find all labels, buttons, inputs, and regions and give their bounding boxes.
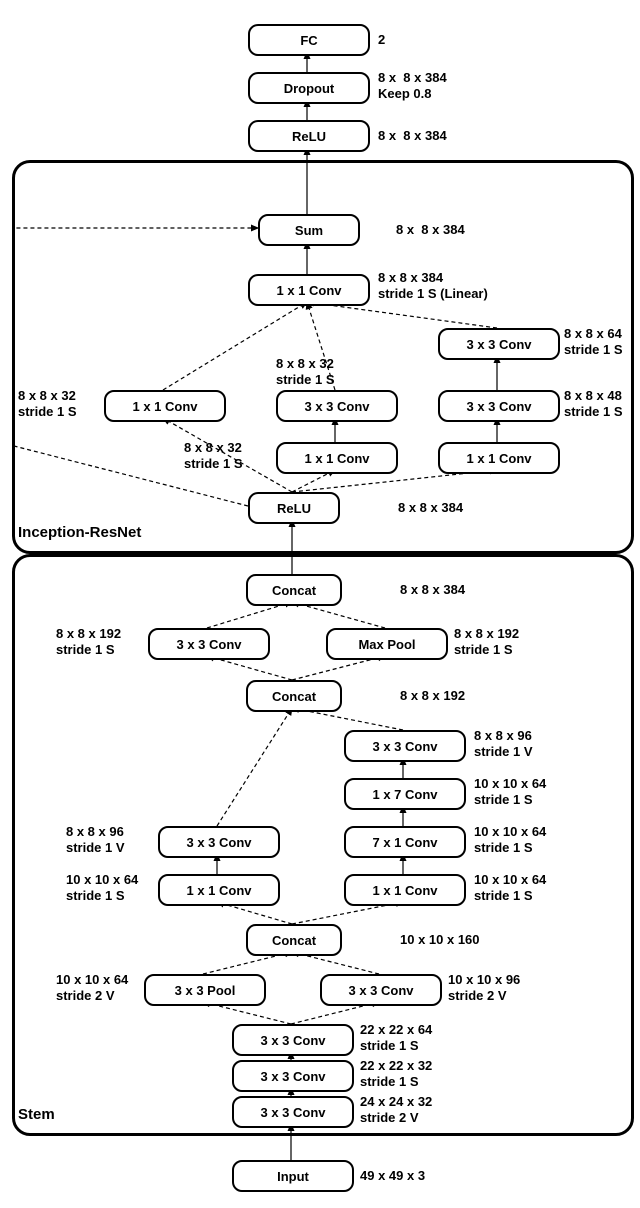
node-label: 3 x 3 Conv (260, 1069, 325, 1084)
node-label: Input (277, 1169, 309, 1184)
node-label: 3 x 3 Conv (466, 399, 531, 414)
node-label: 3 x 3 Conv (260, 1033, 325, 1048)
node-label: 1 x 1 Conv (466, 451, 531, 466)
ann-ir_b1_ann: 8 x 8 x 32 stride 1 S (184, 440, 243, 473)
ann-s_conv4: 10 x 10 x 96 stride 2 V (448, 972, 520, 1005)
node-label: 3 x 3 Conv (348, 983, 413, 998)
node-dropout: Dropout (248, 72, 370, 104)
ann-dropout: 8 x 8 x 384 Keep 0.8 (378, 70, 447, 103)
node-s_conv1: 3 x 3 Conv (232, 1096, 354, 1128)
node-label: Dropout (284, 81, 335, 96)
ann-ir_b1_1x1: 8 x 8 x 32 stride 1 S (18, 388, 77, 421)
ann-s_concat2: 8 x 8 x 192 (400, 688, 465, 704)
node-s_conv4: 3 x 3 Conv (320, 974, 442, 1006)
node-label: 3 x 3 Conv (186, 835, 251, 850)
node-label: 1 x 1 Conv (186, 883, 251, 898)
ann-s_b3x3: 8 x 8 x 192 stride 1 S (56, 626, 121, 659)
ann-s_concat1: 10 x 10 x 160 (400, 932, 480, 948)
node-s_concat2: Concat (246, 680, 342, 712)
ann-s_r1x1: 10 x 10 x 64 stride 1 S (474, 872, 546, 905)
node-ir_b1_1x1: 1 x 1 Conv (104, 390, 226, 422)
ann-ir_b3_3x3b: 8 x 8 x 64 stride 1 S (564, 326, 623, 359)
node-label: 1 x 1 Conv (372, 883, 437, 898)
ann-s_l3x3: 8 x 8 x 96 stride 1 V (66, 824, 125, 857)
node-s_concat3: Concat (246, 574, 342, 606)
node-label: 1 x 1 Conv (276, 283, 341, 298)
node-label: 3 x 3 Conv (372, 739, 437, 754)
ann-ir_b3_3x3a: 8 x 8 x 48 stride 1 S (564, 388, 623, 421)
node-ir_b2_1x1: 1 x 1 Conv (276, 442, 398, 474)
node-fc: FC (248, 24, 370, 56)
ann-s_r1x7: 10 x 10 x 64 stride 1 S (474, 776, 546, 809)
ann-ir_relu: 8 x 8 x 384 (398, 500, 463, 516)
node-s_conv3: 3 x 3 Conv (232, 1024, 354, 1056)
panel-label-stem: Stem (18, 1106, 55, 1123)
ann-ir_sum: 8 x 8 x 384 (396, 222, 465, 238)
node-label: 3 x 3 Conv (176, 637, 241, 652)
ann-relu_top: 8 x 8 x 384 (378, 128, 447, 144)
node-s_bpool: Max Pool (326, 628, 448, 660)
node-label: 3 x 3 Conv (304, 399, 369, 414)
node-s_r1x1: 1 x 1 Conv (344, 874, 466, 906)
node-s_r1x7: 1 x 7 Conv (344, 778, 466, 810)
node-relu_top: ReLU (248, 120, 370, 152)
ann-ir_b2_3x3: 8 x 8 x 32 stride 1 S (276, 356, 335, 389)
node-ir_sum: Sum (258, 214, 360, 246)
ann-s_r7x1: 10 x 10 x 64 stride 1 S (474, 824, 546, 857)
node-label: 3 x 3 Conv (260, 1105, 325, 1120)
node-label: ReLU (277, 501, 311, 516)
ann-s_r3x3: 8 x 8 x 96 stride 1 V (474, 728, 533, 761)
panel-label-incres: Inception-ResNet (18, 524, 141, 541)
node-s_b3x3: 3 x 3 Conv (148, 628, 270, 660)
ann-s_conv2: 22 x 22 x 32 stride 1 S (360, 1058, 432, 1091)
node-ir_relu: ReLU (248, 492, 340, 524)
node-label: 3 x 3 Pool (175, 983, 236, 998)
ann-input: 49 x 49 x 3 (360, 1168, 425, 1184)
node-s_conv2: 3 x 3 Conv (232, 1060, 354, 1092)
node-label: 1 x 7 Conv (372, 787, 437, 802)
ann-s_conv1: 24 x 24 x 32 stride 2 V (360, 1094, 432, 1127)
node-s_l1x1: 1 x 1 Conv (158, 874, 280, 906)
node-s_r7x1: 7 x 1 Conv (344, 826, 466, 858)
node-s_l3x3: 3 x 3 Conv (158, 826, 280, 858)
node-ir_top1x1: 1 x 1 Conv (248, 274, 370, 306)
node-label: Concat (272, 689, 316, 704)
node-ir_b2_3x3: 3 x 3 Conv (276, 390, 398, 422)
diagram-stage: Stem Inception-ResNet Input 49 x 49 x 3 3 x … (0, 0, 640, 1208)
node-s_concat1: Concat (246, 924, 342, 956)
node-ir_b3_3x3b: 3 x 3 Conv (438, 328, 560, 360)
node-label: Concat (272, 933, 316, 948)
node-label: 7 x 1 Conv (372, 835, 437, 850)
node-label: 1 x 1 Conv (132, 399, 197, 414)
node-ir_b3_3x3a: 3 x 3 Conv (438, 390, 560, 422)
ann-fc: 2 (378, 32, 385, 48)
ann-s_pool: 10 x 10 x 64 stride 2 V (56, 972, 128, 1005)
node-label: Sum (295, 223, 323, 238)
ann-s_conv3: 22 x 22 x 64 stride 1 S (360, 1022, 432, 1055)
node-label: FC (300, 33, 317, 48)
node-s_r3x3: 3 x 3 Conv (344, 730, 466, 762)
node-label: 3 x 3 Conv (466, 337, 531, 352)
node-label: Concat (272, 583, 316, 598)
ann-ir_top1x1: 8 x 8 x 384 stride 1 S (Linear) (378, 270, 488, 303)
ann-s_l1x1: 10 x 10 x 64 stride 1 S (66, 872, 138, 905)
node-ir_b3_1x1: 1 x 1 Conv (438, 442, 560, 474)
node-label: ReLU (292, 129, 326, 144)
ann-s_bpool: 8 x 8 x 192 stride 1 S (454, 626, 519, 659)
node-input: Input (232, 1160, 354, 1192)
ann-s_concat3: 8 x 8 x 384 (400, 582, 465, 598)
node-label: Max Pool (358, 637, 415, 652)
node-s_pool: 3 x 3 Pool (144, 974, 266, 1006)
node-label: 1 x 1 Conv (304, 451, 369, 466)
